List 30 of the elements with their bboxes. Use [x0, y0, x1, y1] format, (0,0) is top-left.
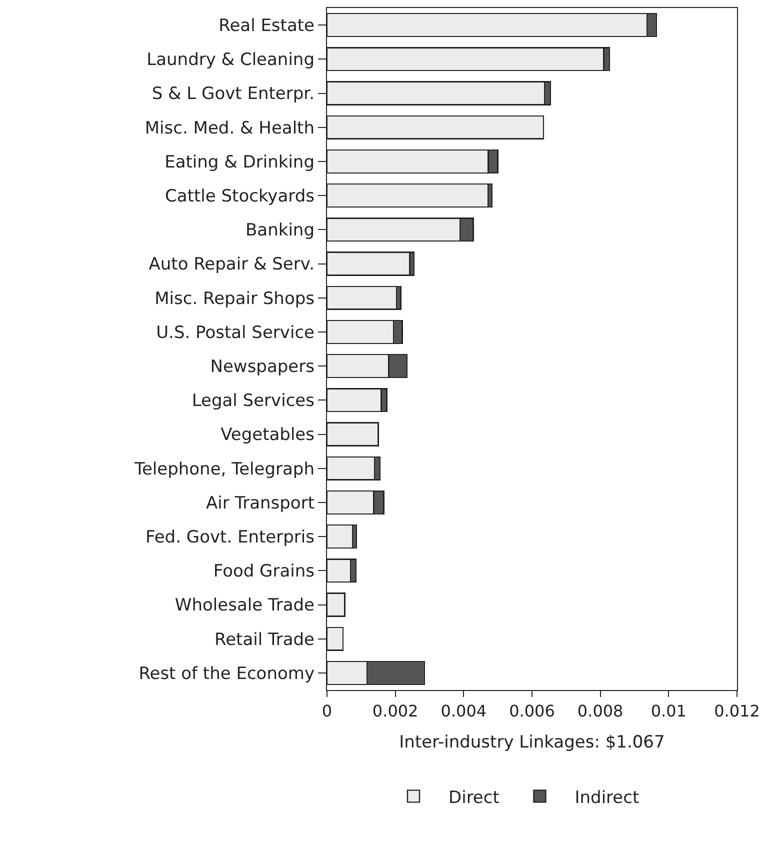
y-tick-label: Laundry & Cleaning [146, 50, 314, 70]
y-tick-label: Cattle Stockyards [165, 186, 315, 206]
x-tick-label: 0.006 [509, 701, 555, 720]
y-tick-label: Eating & Drinking [164, 152, 314, 172]
y-tick-label: Misc. Med. & Health [144, 118, 314, 138]
legend-label: Indirect [574, 788, 640, 808]
x-tick-label: 0.002 [372, 701, 418, 720]
x-tick-label: 0.004 [440, 701, 487, 720]
x-tick-label: 0 [322, 701, 332, 720]
x-tick-label: 0.012 [714, 701, 760, 720]
y-tick-label: Fed. Govt. Enterpris [145, 528, 315, 548]
y-tick-label: Retail Trade [214, 630, 314, 650]
x-tick-label: 0.01 [650, 701, 686, 720]
y-tick-label: Wholesale Trade [174, 596, 314, 616]
y-tick-label: Legal Services [192, 391, 315, 412]
x-tick-label: 0.008 [577, 701, 624, 720]
y-tick-label: Newspapers [210, 357, 315, 377]
y-tick-label: Auto Repair & Serv. [148, 254, 314, 275]
y-tick-label: Misc. Repair Shops [154, 288, 315, 309]
y-tick-label: Banking [246, 220, 314, 241]
x-axis-title: Inter-industry Linkages: $1.067 [399, 732, 665, 753]
y-tick-label: U.S. Postal Service [156, 322, 314, 343]
y-tick-label: S & L Govt Enterpr. [152, 84, 314, 104]
legend-label: Direct [448, 788, 500, 808]
y-tick-label: Air Transport [206, 493, 315, 514]
y-tick-label: Telephone, Telegraph [133, 459, 314, 480]
y-tick-label: Food Grains [213, 562, 315, 582]
y-tick-label: Rest of the Economy [138, 664, 314, 684]
y-tick-label: Vegetables [220, 425, 315, 446]
y-tick-label: Real Estate [218, 16, 314, 36]
